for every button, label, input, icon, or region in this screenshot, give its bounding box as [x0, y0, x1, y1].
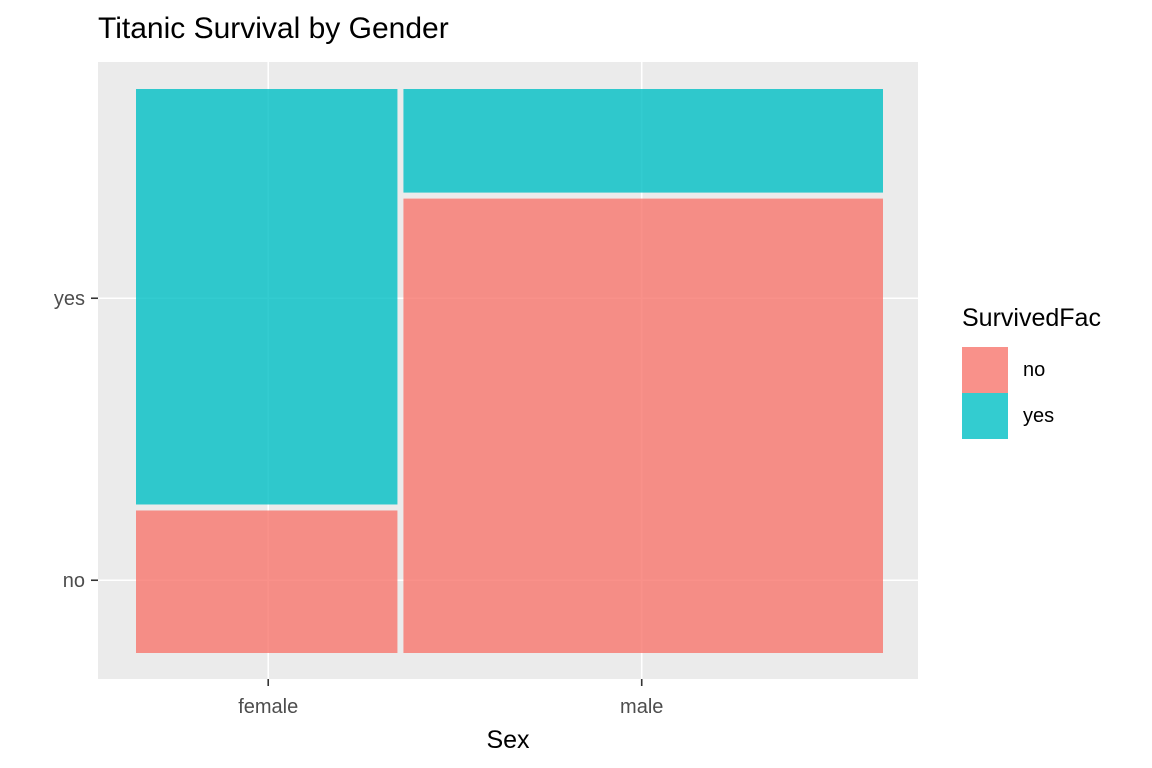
y-tick-label-yes: yes — [54, 288, 85, 310]
legend-item-yes: yes — [962, 393, 1101, 439]
legend: SurvivedFac no yes — [962, 304, 1101, 439]
tile-male-yes — [403, 89, 883, 193]
legend-key-yes — [962, 393, 1008, 439]
legend-key-no — [962, 347, 1008, 393]
tile-male-no — [403, 198, 883, 653]
chart-title: Titanic Survival by Gender — [98, 12, 449, 45]
x-axis-title: Sex — [486, 726, 530, 754]
tile-female-yes — [136, 89, 398, 505]
legend-label-yes: yes — [1023, 404, 1055, 427]
legend-label-no: no — [1023, 358, 1046, 381]
legend-item-no: no — [962, 347, 1101, 393]
x-tick-label-male: male — [620, 696, 663, 718]
mosaic-tiles — [136, 89, 883, 653]
legend-title: SurvivedFac — [962, 304, 1101, 332]
axes: female male Sex no yes — [54, 288, 664, 754]
tile-female-no — [136, 510, 398, 653]
x-tick-label-female: female — [238, 696, 298, 718]
y-tick-label-no: no — [63, 570, 85, 592]
